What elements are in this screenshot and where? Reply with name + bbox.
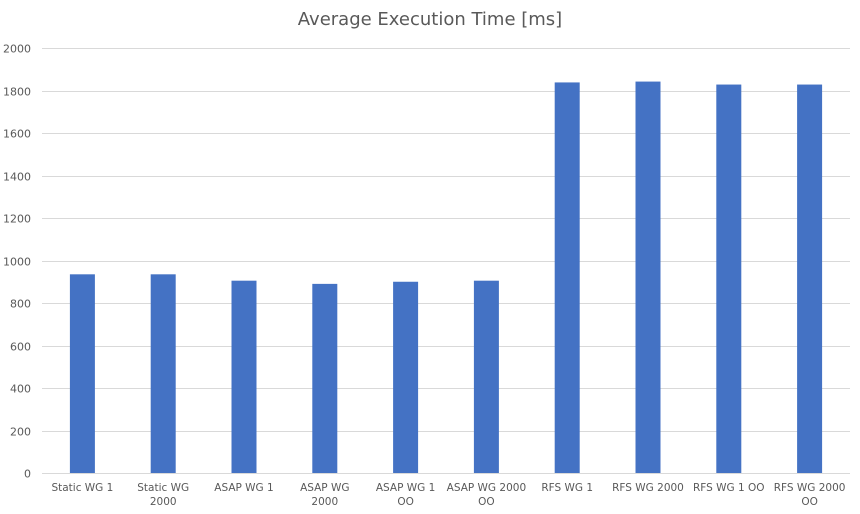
y-tick-label: 800 bbox=[10, 298, 31, 311]
y-tick-label: 1600 bbox=[3, 128, 31, 141]
y-axis: 0 200 400 600 800 1000 1200 1400 1600 1800 2000 bbox=[3, 43, 31, 481]
chart-title: Average Execution Time [ms] bbox=[297, 9, 563, 30]
bar bbox=[393, 281, 419, 473]
y-tick-label: 600 bbox=[10, 341, 31, 354]
x-tick-label: RFS WG 2000 OO bbox=[774, 482, 846, 508]
x-tick-label: ASAP WG 2000 OO bbox=[447, 482, 526, 508]
x-tick-label: ASAP WG 1 bbox=[214, 482, 273, 494]
x-tick-label: RFS WG 2000 bbox=[612, 482, 684, 494]
y-tick-label: 1400 bbox=[3, 171, 31, 184]
x-tick-label: Static WG 2000 bbox=[137, 482, 189, 508]
x-tick-label: RFS WG 1 OO bbox=[693, 482, 765, 494]
bar bbox=[635, 81, 661, 473]
bars bbox=[69, 81, 823, 474]
bar bbox=[150, 274, 176, 473]
bar bbox=[797, 84, 823, 474]
y-tick-label: 1000 bbox=[3, 256, 31, 269]
bar bbox=[716, 84, 742, 474]
bar bbox=[231, 280, 257, 473]
bar bbox=[69, 274, 95, 473]
y-tick-label: 2000 bbox=[3, 43, 31, 56]
x-tick-label: RFS WG 1 bbox=[541, 482, 593, 494]
x-tick-label: Static WG 1 bbox=[51, 482, 113, 494]
gridlines bbox=[42, 48, 850, 474]
y-tick-label: 200 bbox=[10, 426, 31, 439]
y-tick-label: 1800 bbox=[3, 86, 31, 99]
bar bbox=[554, 82, 580, 474]
bar bbox=[473, 280, 499, 473]
x-tick-label: ASAP WG 2000 bbox=[300, 482, 349, 508]
y-tick-label: 0 bbox=[24, 468, 31, 481]
bar bbox=[312, 283, 338, 473]
x-axis: Static WG 1 Static WG 2000 ASAP WG 1 ASAP WG… bbox=[51, 482, 845, 508]
y-tick-label: 400 bbox=[10, 383, 31, 396]
y-tick-label: 1200 bbox=[3, 213, 31, 226]
x-tick-label: ASAP WG 1 OO bbox=[376, 482, 435, 508]
